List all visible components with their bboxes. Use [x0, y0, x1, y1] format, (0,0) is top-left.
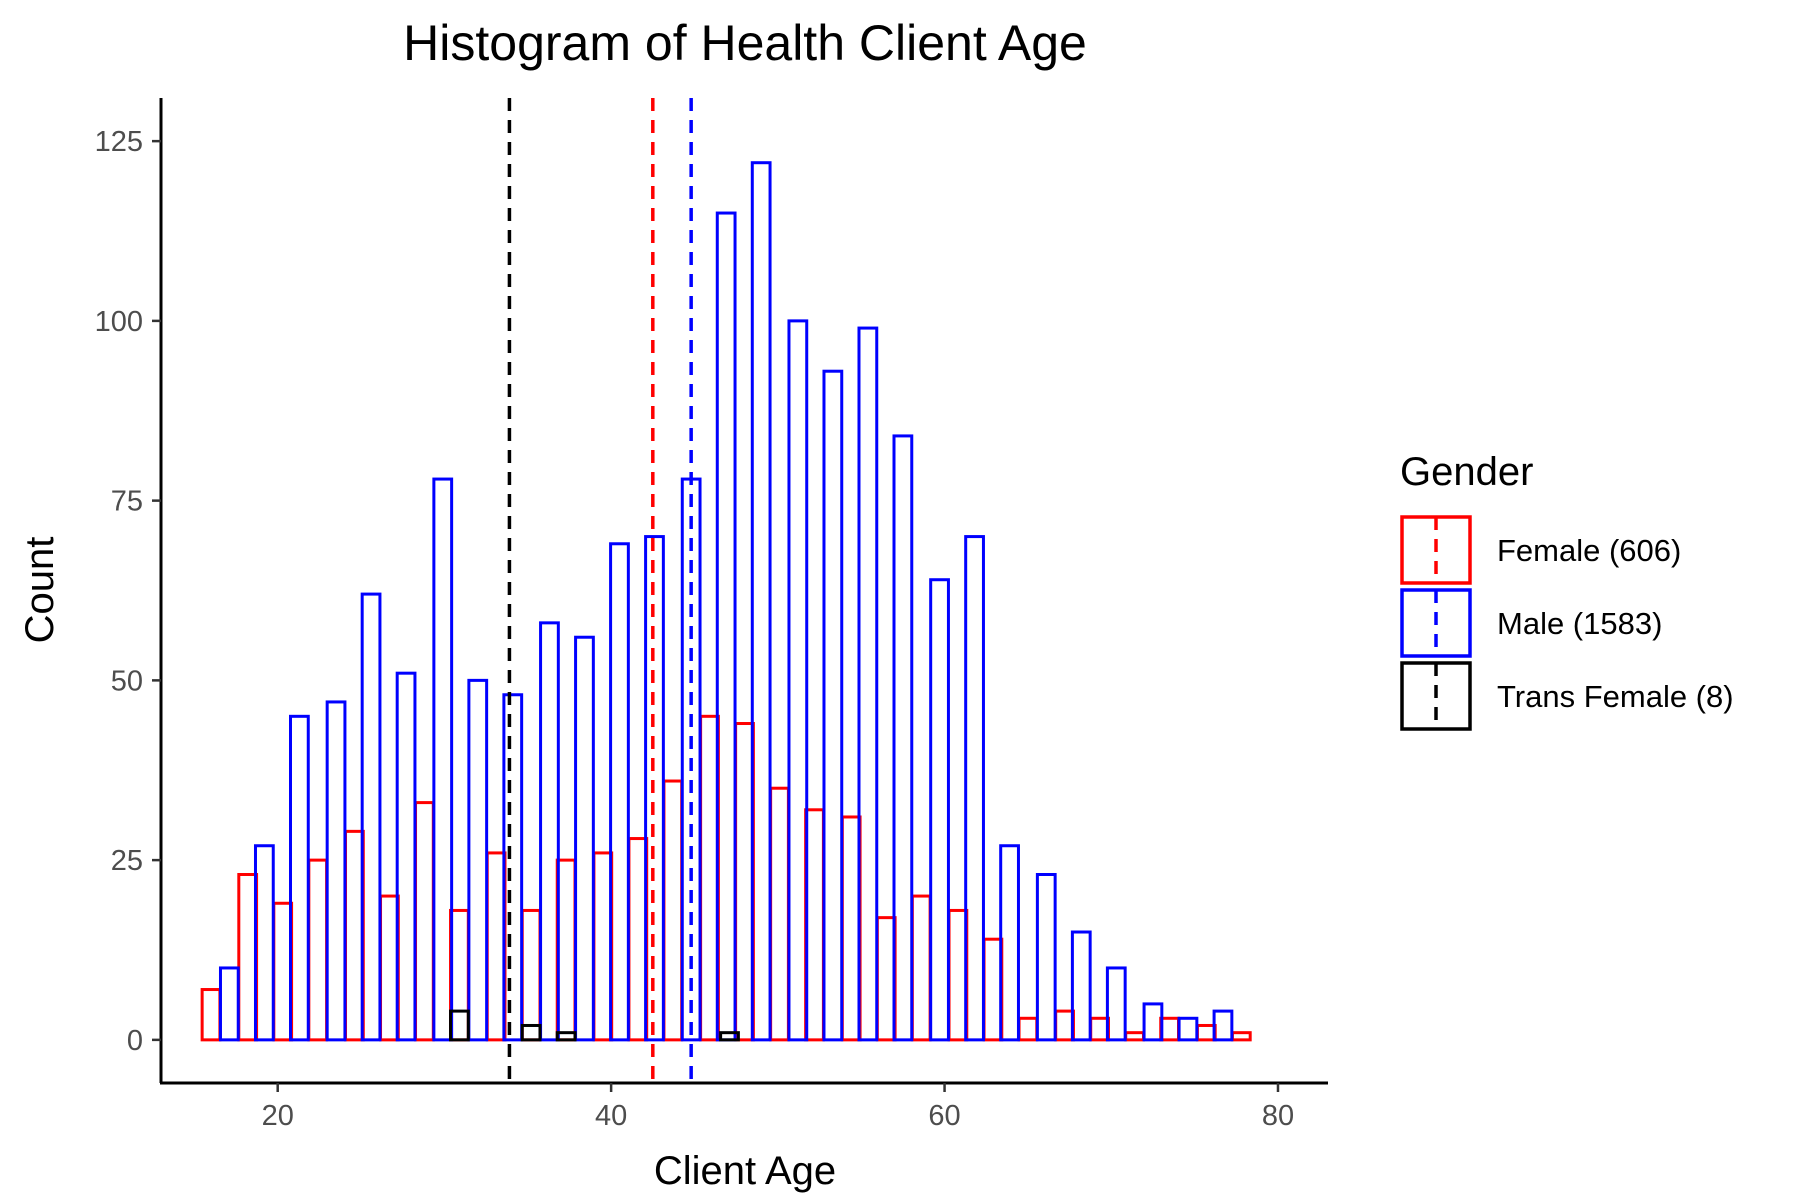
histogram-bar	[307, 858, 329, 1042]
histogram-bar	[910, 894, 932, 1042]
histogram-bar	[875, 916, 897, 1042]
histogram-bar	[947, 908, 969, 1042]
histogram-bar	[1195, 1023, 1217, 1042]
x-tick-label: 20	[262, 1100, 294, 1132]
histogram-bar	[662, 779, 684, 1042]
histogram-bar	[485, 851, 507, 1042]
histogram-bar	[360, 592, 382, 1042]
histogram-bar	[237, 873, 259, 1042]
histogram-bar	[719, 1031, 740, 1042]
histogram-bar	[520, 1023, 542, 1042]
histogram-bar	[1089, 1016, 1110, 1042]
histogram-bar	[804, 808, 825, 1042]
y-axis-title: Count	[18, 537, 62, 644]
histogram-bar	[822, 369, 844, 1042]
histogram-bar	[627, 837, 649, 1042]
histogram-bar	[857, 326, 879, 1042]
histogram-bar	[520, 908, 542, 1042]
histogram-bar	[982, 937, 1004, 1042]
male-series	[218, 161, 1234, 1042]
histogram-bar	[325, 700, 347, 1042]
histogram-bar	[574, 635, 595, 1042]
histogram-bar	[289, 714, 310, 1042]
legend-item-male: Male (1583)	[1400, 588, 1662, 658]
y-tick-label: 50	[111, 665, 143, 697]
histogram-bar	[502, 693, 524, 1042]
histogram-bar	[218, 966, 240, 1042]
histogram-bar	[449, 908, 470, 1042]
legend-label: Trans Female (8)	[1497, 679, 1734, 714]
legend-item-trans-female: Trans Female (8)	[1400, 661, 1734, 731]
y-tick-label: 100	[95, 306, 143, 338]
histogram-bar	[1035, 873, 1057, 1042]
histogram-bar	[1230, 1031, 1252, 1042]
female-series	[200, 714, 1252, 1042]
histogram-bar	[750, 161, 772, 1042]
x-axis-title: Client Age	[654, 1149, 836, 1193]
histogram-bar	[344, 829, 365, 1042]
histogram-bar	[555, 1031, 577, 1042]
plot-area	[200, 98, 1252, 1083]
histogram-bar	[379, 894, 400, 1042]
histogram-bar	[1142, 1002, 1164, 1042]
histogram-bar	[1212, 1009, 1234, 1042]
histogram-bar	[699, 714, 720, 1042]
y-tick-label: 75	[111, 486, 143, 518]
histogram-bar	[414, 801, 435, 1042]
histogram-bar	[644, 535, 665, 1042]
legend-item-female: Female (606)	[1400, 515, 1681, 585]
legend-title: Gender	[1400, 450, 1533, 494]
histogram-bar	[432, 477, 454, 1042]
histogram-bar	[253, 844, 275, 1042]
histogram-bar	[734, 722, 755, 1042]
x-tick-label: 60	[928, 1100, 960, 1132]
histogram-bar	[449, 1009, 470, 1042]
x-tick-label: 80	[1262, 1100, 1294, 1132]
histogram-bar	[769, 786, 790, 1042]
histogram-bar	[999, 844, 1020, 1042]
histogram-bar	[1159, 1016, 1180, 1042]
legend-label: Female (606)	[1497, 533, 1681, 568]
histogram-bar	[539, 621, 560, 1042]
histogram-bar	[1070, 930, 1092, 1042]
histogram-bar	[592, 851, 614, 1042]
histogram-bar	[609, 542, 630, 1042]
histogram-bar	[1105, 966, 1127, 1042]
y-tick-label: 125	[95, 126, 143, 158]
histogram-bar	[840, 815, 862, 1042]
histogram-bar	[787, 319, 809, 1042]
y-tick-label: 0	[127, 1025, 143, 1057]
histogram-bar	[467, 678, 489, 1042]
histogram-bar	[929, 578, 950, 1042]
histogram-bar	[715, 211, 737, 1042]
trans-female-series	[449, 1009, 740, 1042]
histogram-bar	[395, 671, 417, 1042]
x-tick-label: 40	[595, 1100, 627, 1132]
histogram-bar	[1054, 1009, 1075, 1042]
histogram-bar	[200, 988, 222, 1042]
legend-label: Male (1583)	[1497, 606, 1662, 641]
histogram-bar	[1124, 1031, 1145, 1042]
legend: Gender Female (606) Male (1583) Trans Fema…	[1400, 450, 1734, 731]
x-axis-ticks: 20 40 60 80	[262, 1083, 1294, 1132]
y-tick-label: 25	[111, 845, 143, 877]
histogram-bar	[272, 901, 294, 1042]
histogram-bar	[1177, 1016, 1199, 1042]
histogram-bar	[555, 858, 577, 1042]
chart-title: Histogram of Health Client Age	[403, 15, 1087, 71]
histogram-bar	[1017, 1016, 1039, 1042]
y-axis-ticks: 0 25 50 75 100 125	[95, 126, 161, 1057]
histogram-bar	[892, 434, 914, 1042]
histogram-bar	[964, 535, 985, 1042]
